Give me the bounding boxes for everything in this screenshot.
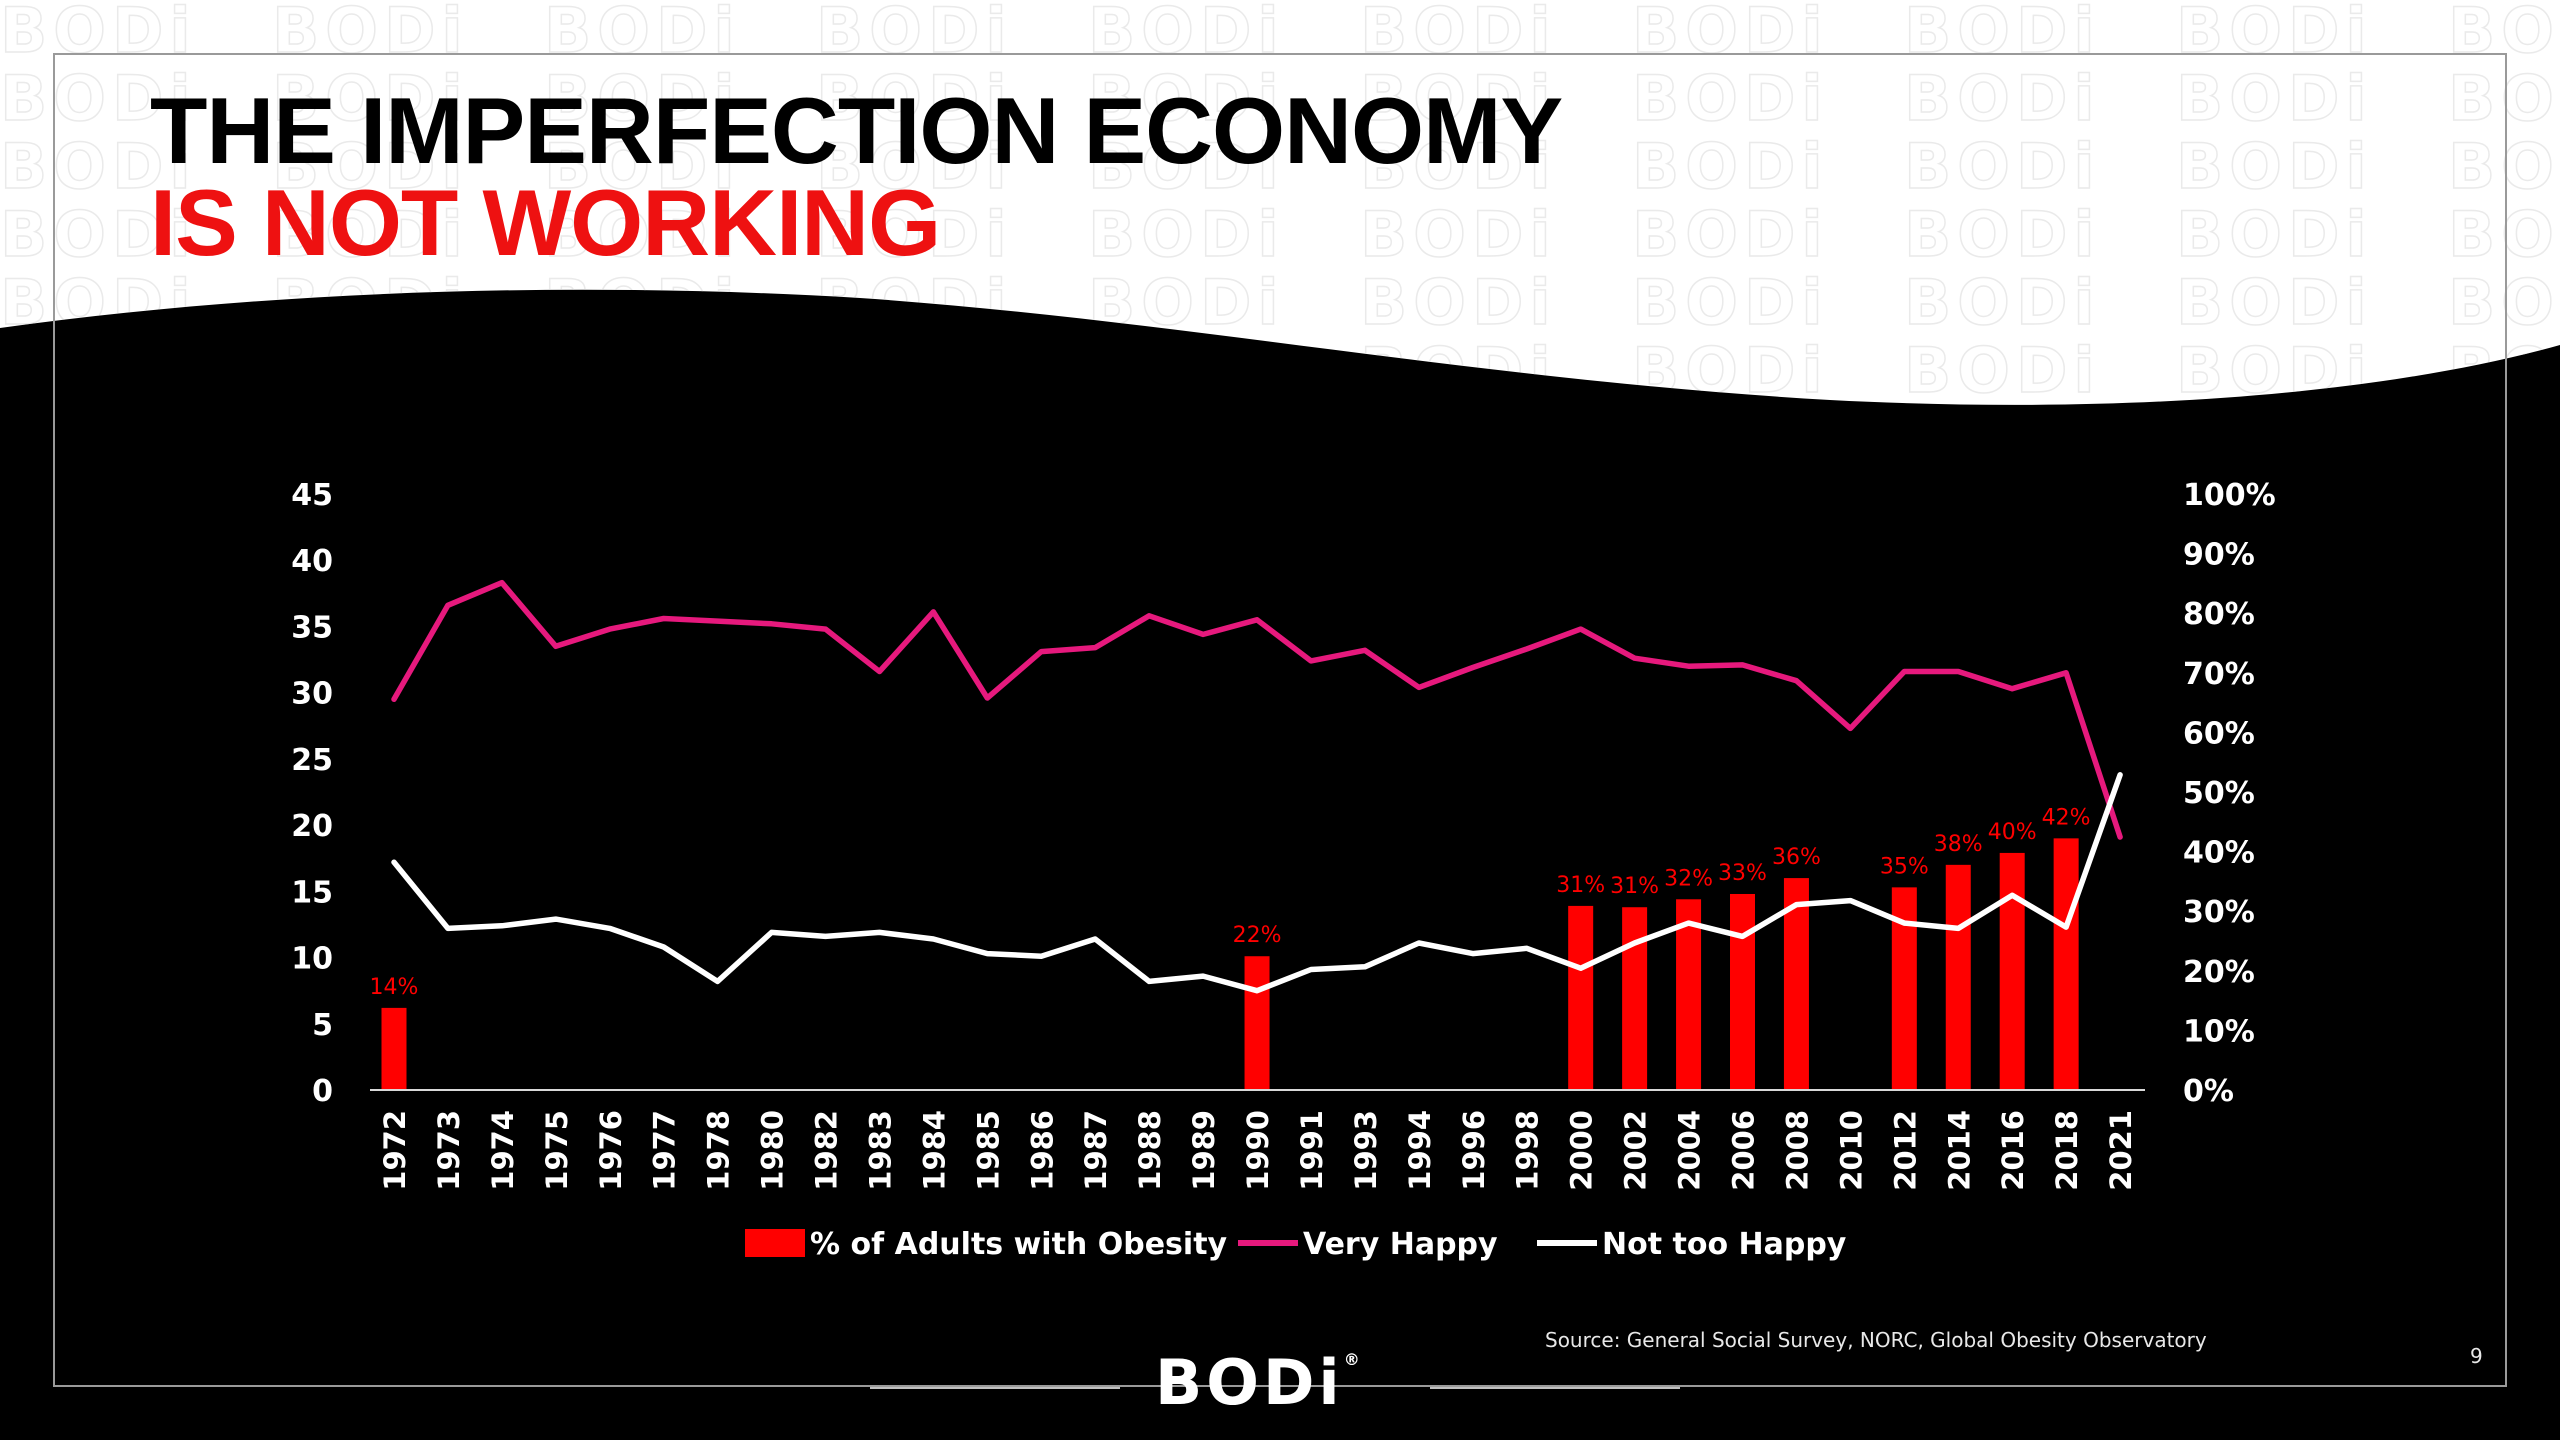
happiness-lines	[391, 579, 2123, 994]
x-axis-tick-label: 2010	[1834, 1110, 1868, 1191]
source-note: Source: General Social Survey, NORC, Glo…	[1545, 1328, 2207, 1352]
bar-data-label: 31%	[1610, 874, 1659, 899]
x-axis-tick-label: 1985	[971, 1110, 1005, 1191]
not-too-happy-line	[391, 772, 2123, 994]
right-axis-tick-label: 90%	[2183, 538, 2255, 573]
obesity-bar	[2053, 838, 2079, 1090]
chart-axes: 0 5 10 15 20 25 30 35 40 45 0% 10% 20% 30% 40% 50% 60% 70…	[291, 478, 2275, 1191]
x-axis-tick-label: 2002	[1619, 1110, 1653, 1191]
right-axis-tick-label: 30%	[2183, 895, 2255, 930]
x-axis-tick-label: 1990	[1241, 1110, 1275, 1191]
x-axis-tick-label: 1996	[1457, 1110, 1491, 1191]
x-axis-tick-label: 1991	[1295, 1110, 1329, 1191]
chart-legend: % of Adults with Obesity Very Happy Not to…	[745, 1227, 1847, 1262]
legend-swatch-obesity	[745, 1229, 805, 1257]
obesity-bar	[1568, 905, 1594, 1090]
left-axis-tick-label: 35	[291, 610, 333, 645]
bodi-logo: BODi®	[1155, 1352, 1360, 1414]
x-axis-tick-label: 2006	[1727, 1110, 1761, 1191]
bar-data-label: 36%	[1772, 845, 1821, 870]
bodi-logo-text: BODi	[1155, 1346, 1344, 1419]
left-axis-tick-label: 25	[291, 743, 333, 778]
bar-data-label: 35%	[1880, 854, 1929, 879]
registered-mark: ®	[1343, 1350, 1360, 1369]
obesity-bar	[1676, 899, 1702, 1090]
bar-data-labels: 14%22%31% 31% 32% 33%36% 35%38% 40%42%	[370, 805, 2091, 1000]
x-axis-tick-label: 2008	[1780, 1110, 1814, 1191]
x-axis-tick-label: 1984	[917, 1110, 951, 1191]
slide-frame	[53, 53, 2507, 1387]
bar-data-label: 33%	[1718, 861, 1767, 886]
x-axis-tick-label: 1988	[1133, 1110, 1167, 1191]
legend-label-not-too-happy: Not too Happy	[1602, 1227, 1847, 1262]
legend-label-very-happy: Very Happy	[1303, 1227, 1498, 1262]
title-line-1: THE IMPERFECTION ECONOMY	[150, 78, 1563, 183]
bar-data-label: 14%	[370, 975, 419, 1000]
x-axis-tick-label: 1972	[378, 1110, 412, 1191]
legend-label-obesity: % of Adults with Obesity	[810, 1227, 1228, 1262]
x-axis-tick-label: 2018	[2050, 1110, 2084, 1191]
obesity-bar	[1244, 956, 1270, 1090]
title-line-2: IS NOT WORKING	[150, 170, 941, 275]
x-axis-tick-label: 2014	[1942, 1110, 1976, 1191]
obesity-bar	[381, 1007, 407, 1090]
obesity-bar	[1622, 907, 1648, 1090]
left-axis-tick-label: 40	[291, 544, 333, 579]
x-axis-tick-label: 1989	[1187, 1110, 1221, 1191]
right-axis-tick-label: 60%	[2183, 716, 2255, 751]
x-axis-tick-label: 1978	[702, 1110, 736, 1191]
x-axis-tick-label: 1993	[1349, 1110, 1383, 1191]
right-axis-tick-label: 100%	[2183, 478, 2276, 513]
obesity-bar	[1999, 852, 2025, 1090]
bar-data-label: 40%	[1988, 820, 2037, 845]
left-axis-tick-label: 15	[291, 875, 333, 910]
x-axis-tick-label: 1986	[1025, 1110, 1059, 1191]
bar-data-label: 38%	[1934, 832, 1983, 857]
bar-data-label: 42%	[2042, 805, 2091, 830]
x-axis-tick-label: 2000	[1565, 1110, 1599, 1191]
left-axis-tick-label: 0	[312, 1074, 333, 1109]
left-axis-tick-label: 5	[312, 1008, 333, 1043]
x-axis-tick-label: 1974	[486, 1110, 520, 1191]
x-axis-tick-label: 1980	[756, 1110, 790, 1191]
right-axis-tick-label: 40%	[2183, 836, 2255, 871]
right-axis-tick-label: 10%	[2183, 1014, 2255, 1049]
obesity-bar	[1730, 893, 1755, 1090]
x-axis-tick-label: 1987	[1079, 1110, 1113, 1191]
x-axis-tick-label: 1975	[540, 1110, 574, 1191]
x-axis-tick-label: 1977	[648, 1110, 682, 1191]
bar-data-label: 22%	[1233, 923, 1282, 948]
bar-data-label: 32%	[1664, 866, 1713, 891]
page-number: 9	[2470, 1344, 2483, 1368]
right-axis-tick-label: 70%	[2183, 657, 2255, 692]
left-axis-tick-label: 45	[291, 478, 333, 513]
x-axis-tick-label: 1976	[594, 1110, 628, 1191]
right-axis-tick-label: 80%	[2183, 597, 2255, 632]
x-axis-tick-label: 1973	[432, 1110, 466, 1191]
right-axis-tick-label: 20%	[2183, 955, 2255, 990]
left-axis-tick-label: 20	[291, 809, 333, 844]
right-axis-tick-label: 0%	[2183, 1074, 2234, 1109]
x-axis-tick-label: 1983	[863, 1110, 897, 1191]
right-axis-tick-label: 50%	[2183, 776, 2255, 811]
watermark-pattern	[0, 0, 2560, 405]
x-axis-tick-label: 2021	[2104, 1110, 2138, 1191]
x-axis-tick-label: 2004	[1673, 1110, 1707, 1191]
x-axis-tick-label: 1982	[810, 1110, 844, 1191]
bar-data-label: 31%	[1556, 873, 1605, 898]
x-axis-tick-label: 2016	[1996, 1110, 2030, 1191]
very-happy-line	[391, 579, 2123, 840]
obesity-bar	[1945, 864, 1971, 1090]
left-axis-tick-label: 10	[291, 942, 333, 977]
x-axis-tick-label: 1994	[1403, 1110, 1437, 1191]
obesity-bar	[1783, 878, 1809, 1090]
left-axis-tick-label: 30	[291, 677, 333, 712]
x-axis-tick-label: 2012	[1888, 1110, 1922, 1191]
obesity-bars	[381, 838, 2079, 1090]
x-axis-tick-label: 1998	[1511, 1110, 1545, 1191]
